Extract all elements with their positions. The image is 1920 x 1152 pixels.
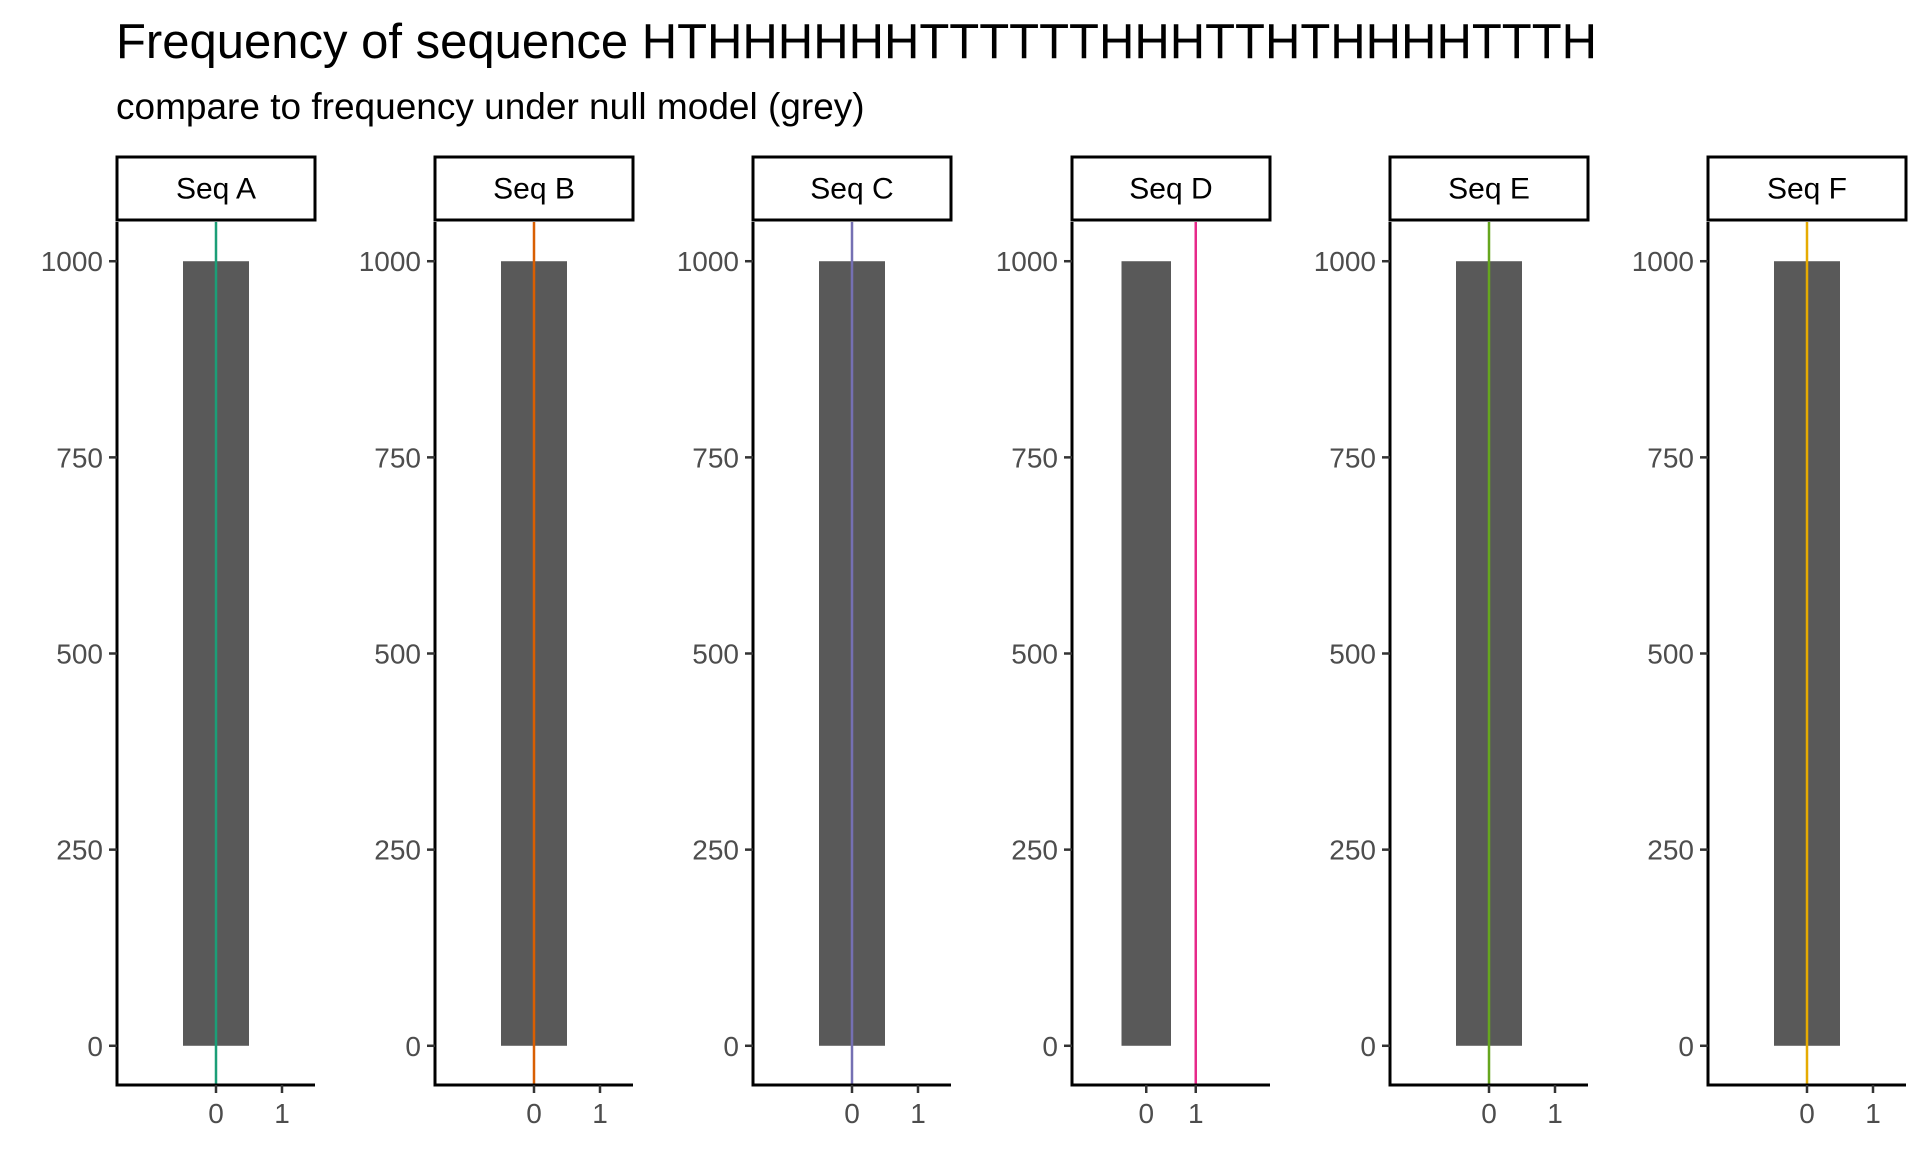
y-tick-label: 500	[1329, 639, 1376, 670]
y-tick-label: 0	[1678, 1031, 1694, 1062]
facet-strip-label: Seq E	[1448, 173, 1530, 206]
y-tick-label: 750	[1329, 442, 1376, 473]
x-tick-label: 1	[592, 1098, 608, 1129]
x-tick-label: 1	[1865, 1098, 1881, 1129]
facet-strip	[751, 155, 953, 222]
facet-strip	[433, 155, 635, 222]
y-tick-label: 250	[692, 835, 739, 866]
y-tick-label: 1000	[41, 246, 103, 277]
y-tick-label: 1000	[996, 246, 1058, 277]
y-tick-label: 750	[1011, 442, 1058, 473]
y-tick-label: 500	[56, 639, 103, 670]
x-tick-label: 0	[1138, 1098, 1154, 1129]
y-tick-label: 0	[1042, 1031, 1058, 1062]
facet-strip-label: Seq F	[1767, 173, 1847, 206]
y-tick-label: 750	[1647, 442, 1694, 473]
y-tick-label: 250	[374, 835, 421, 866]
y-tick-label: 500	[1011, 639, 1058, 670]
x-tick-label: 0	[1799, 1098, 1815, 1129]
y-tick-label: 750	[692, 442, 739, 473]
y-tick-label: 250	[1011, 835, 1058, 866]
facet-strip-label: Seq A	[176, 173, 256, 206]
x-tick-label: 1	[910, 1098, 926, 1129]
facet-strip	[1706, 155, 1908, 222]
facet-panel: Seq F 0 250 500 750 1000 0 1	[1632, 155, 1908, 1129]
y-tick-label: 1000	[1314, 246, 1376, 277]
x-tick-label: 1	[1188, 1098, 1204, 1129]
facet-panel: Seq E 0 250 500 750 1000 0 1	[1314, 155, 1590, 1129]
facet-strip	[115, 155, 317, 222]
y-tick-label: 500	[692, 639, 739, 670]
y-tick-label: 1000	[1632, 246, 1694, 277]
y-tick-label: 0	[723, 1031, 739, 1062]
chart-title: Frequency of sequence HTHHHHHHTTTTTTHHHT…	[116, 15, 1598, 69]
y-tick-label: 1000	[677, 246, 739, 277]
facet-panel: Seq A 0 250 500 750 1000 0 1	[41, 155, 317, 1129]
y-tick-label: 750	[56, 442, 103, 473]
x-tick-label: 1	[274, 1098, 290, 1129]
x-tick-label: 0	[208, 1098, 224, 1129]
y-tick-label: 250	[1329, 835, 1376, 866]
x-tick-label: 1	[1547, 1098, 1563, 1129]
y-tick-label: 0	[405, 1031, 421, 1062]
y-tick-label: 250	[56, 835, 103, 866]
facet-strip	[1388, 155, 1590, 222]
y-tick-label: 250	[1647, 835, 1694, 866]
y-tick-label: 750	[374, 442, 421, 473]
x-tick-label: 0	[1481, 1098, 1497, 1129]
y-tick-label: 0	[1360, 1031, 1376, 1062]
facet-panel: Seq B 0 250 500 750 1000 0 1	[359, 155, 635, 1129]
facet-panel: Seq C 0 250 500 750 1000 0 1	[677, 155, 953, 1129]
x-tick-label: 0	[526, 1098, 542, 1129]
y-tick-label: 0	[87, 1031, 103, 1062]
y-tick-label: 1000	[359, 246, 421, 277]
facet-strip-label: Seq D	[1129, 173, 1212, 206]
chart-subtitle: compare to frequency under null model (g…	[116, 86, 865, 127]
facet-strip-label: Seq B	[493, 173, 575, 206]
x-tick-label: 0	[844, 1098, 860, 1129]
y-tick-label: 500	[1647, 639, 1694, 670]
y-tick-label: 500	[374, 639, 421, 670]
facet-strip	[1070, 155, 1272, 222]
facet-panel: Seq D 0 250 500 750 1000 0 1	[996, 155, 1272, 1129]
facet-strip-label: Seq C	[810, 173, 893, 206]
null-model-bar	[1121, 261, 1171, 1046]
